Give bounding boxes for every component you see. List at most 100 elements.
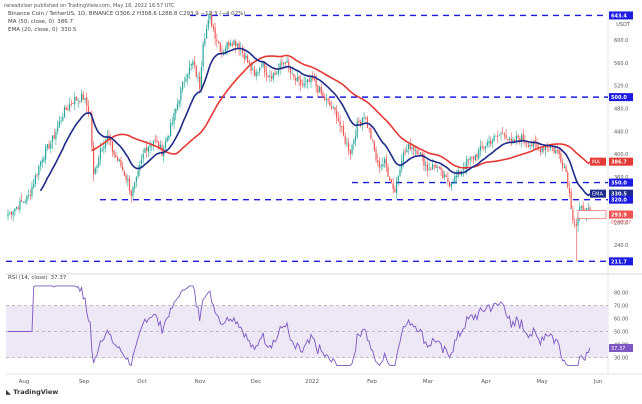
candle-body [99,148,102,159]
candle-body [14,208,16,212]
candle-body [70,103,72,105]
candle-body [9,211,11,214]
candle-body [306,79,309,83]
candle-body [180,88,182,101]
candle-body [255,72,257,77]
candle-body [39,162,42,166]
candle-body [190,64,192,66]
candle-body [38,166,40,176]
candle-body [193,61,196,66]
candle-body [520,135,523,142]
candle-body [315,79,317,87]
candle-body [529,144,531,147]
time-tick-label: Oct [137,379,147,385]
candle-body [147,146,149,152]
candle-body [479,146,482,151]
price-tick-label: 600.0 [614,38,628,44]
candle-body [382,164,384,167]
candle-body [22,201,25,203]
countdown-text: 00:03:07 [611,220,631,226]
candle-body [291,73,293,75]
candle-body [419,152,422,155]
candle-body [204,38,206,45]
candle-body [168,135,170,139]
rsi-tick-label: 50.00 [614,330,628,336]
price-tick-label: 560.0 [614,61,628,67]
candle-body [217,41,220,44]
time-tick-label: Jun [593,379,603,385]
candle-body [308,79,310,82]
candle-body [43,158,45,161]
candle-body [305,81,307,83]
candle-body [178,100,180,105]
candle-body [348,143,350,151]
candle-body [257,72,259,73]
candle-body [207,20,209,28]
candle-body [332,106,334,108]
candle-body [298,76,300,80]
candle-body [60,120,62,122]
candle-body [404,151,406,153]
candle-body [116,157,119,161]
candle-body [324,96,326,101]
candle-body [41,159,43,163]
candle-body [389,177,391,181]
ma-legend-label: MA (50, close, 0) [8,19,55,25]
candle-body [455,176,458,178]
candle-body [358,120,360,123]
candle-body [392,183,394,190]
candle-body [531,144,533,146]
candle-body [300,79,302,86]
candle-body [490,140,492,145]
last-price-plot-tag [577,210,607,219]
candle-body [106,135,108,141]
candle-body [128,178,131,192]
candle-body [353,140,355,144]
candle-body [135,177,137,182]
candle-body [149,144,151,148]
candle-body [166,137,168,142]
time-tick-label: Dec [251,379,262,385]
candle-body [183,82,185,83]
candle-body [541,147,543,152]
candle-body [50,143,52,149]
candle-body [152,140,155,145]
candle-body [478,150,480,159]
candle-body [134,182,136,189]
candle-body [101,149,103,151]
candle-body [235,41,237,47]
candle-body [252,69,254,71]
candle-body [512,139,514,143]
candle-body [320,86,322,94]
candle-body [508,138,511,140]
candle-body [431,164,434,170]
candle-body [543,148,545,151]
candle-body [532,141,535,147]
candle-body [548,147,550,148]
candle-body [577,216,579,226]
candle-body [421,153,423,155]
candle-body [426,164,428,171]
price-label-text: 211.7 [611,259,627,265]
candle-body [375,149,377,160]
candle-body [209,14,211,20]
candle-body [288,61,290,68]
candle-body [62,117,64,121]
candle-body [411,147,413,150]
candle-body [113,150,115,155]
candle-body [185,78,187,82]
candle-body [10,211,13,215]
candle-body [377,159,379,163]
candle-body [442,170,444,178]
candle-body [188,66,191,75]
tradingview-logo[interactable]: ◣ TradingView [6,388,58,396]
candle-body [21,200,23,202]
candle-body [423,154,425,166]
candle-body [356,121,358,137]
price-label-tag [609,257,633,266]
candle-body [171,123,173,124]
candle-body [575,223,577,226]
candle-body [469,157,471,160]
